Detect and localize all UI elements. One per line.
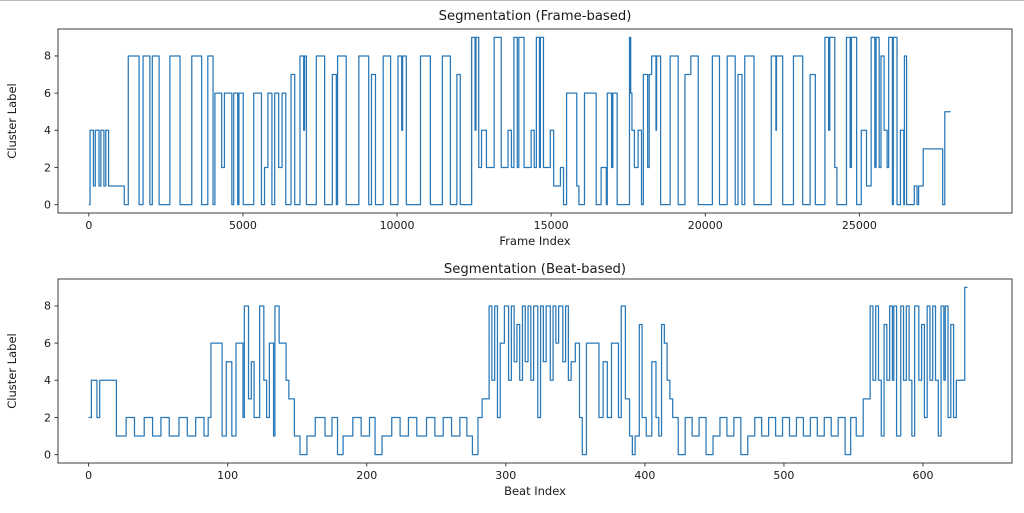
x-tick-label: 10000 — [380, 219, 415, 232]
y-tick-label: 2 — [44, 411, 51, 424]
y-tick-label: 6 — [44, 337, 51, 350]
chart-title: Segmentation (Beat-based) — [444, 262, 626, 277]
x-tick-label: 600 — [912, 469, 933, 482]
chart-title: Segmentation (Frame-based) — [439, 9, 632, 24]
x-tick-label: 400 — [634, 469, 655, 482]
y-tick-label: 6 — [44, 87, 51, 100]
x-tick-label: 500 — [773, 469, 794, 482]
x-tick-label: 300 — [495, 469, 516, 482]
y-tick-label: 0 — [44, 198, 51, 211]
step-line — [88, 286, 968, 456]
plot-border — [57, 28, 1013, 214]
x-axis-label: Frame Index — [499, 234, 570, 248]
x-axis-label: Beat Index — [504, 484, 566, 498]
y-tick-label: 4 — [44, 124, 51, 137]
x-tick-label: 20000 — [688, 219, 723, 232]
y-tick-label: 8 — [44, 50, 51, 63]
x-tick-label: 25000 — [842, 219, 877, 232]
y-axis-label: Cluster Label — [5, 83, 19, 159]
step-line — [88, 36, 951, 206]
y-tick-label: 8 — [44, 300, 51, 313]
y-tick-label: 0 — [44, 448, 51, 461]
x-tick-label: 15000 — [534, 219, 569, 232]
y-tick-label: 2 — [44, 161, 51, 174]
plot-border — [57, 278, 1013, 464]
x-tick-label: 0 — [85, 219, 92, 232]
y-tick-label: 4 — [44, 374, 51, 387]
x-tick-label: 100 — [217, 469, 238, 482]
beat-based-segmentation-chart: 0 100 200 300 400 500 600 0 2 4 6 8 Segmentation (B… — [5, 262, 1013, 498]
x-tick-label: 200 — [356, 469, 377, 482]
x-tick-label: 5000 — [229, 219, 257, 232]
frame-based-segmentation-chart: 0 5000 10000 15000 20000 25000 0 2 4 6 8 Segmentat… — [5, 9, 1013, 248]
x-tick-label: 0 — [85, 469, 92, 482]
y-axis-label: Cluster Label — [5, 333, 19, 409]
